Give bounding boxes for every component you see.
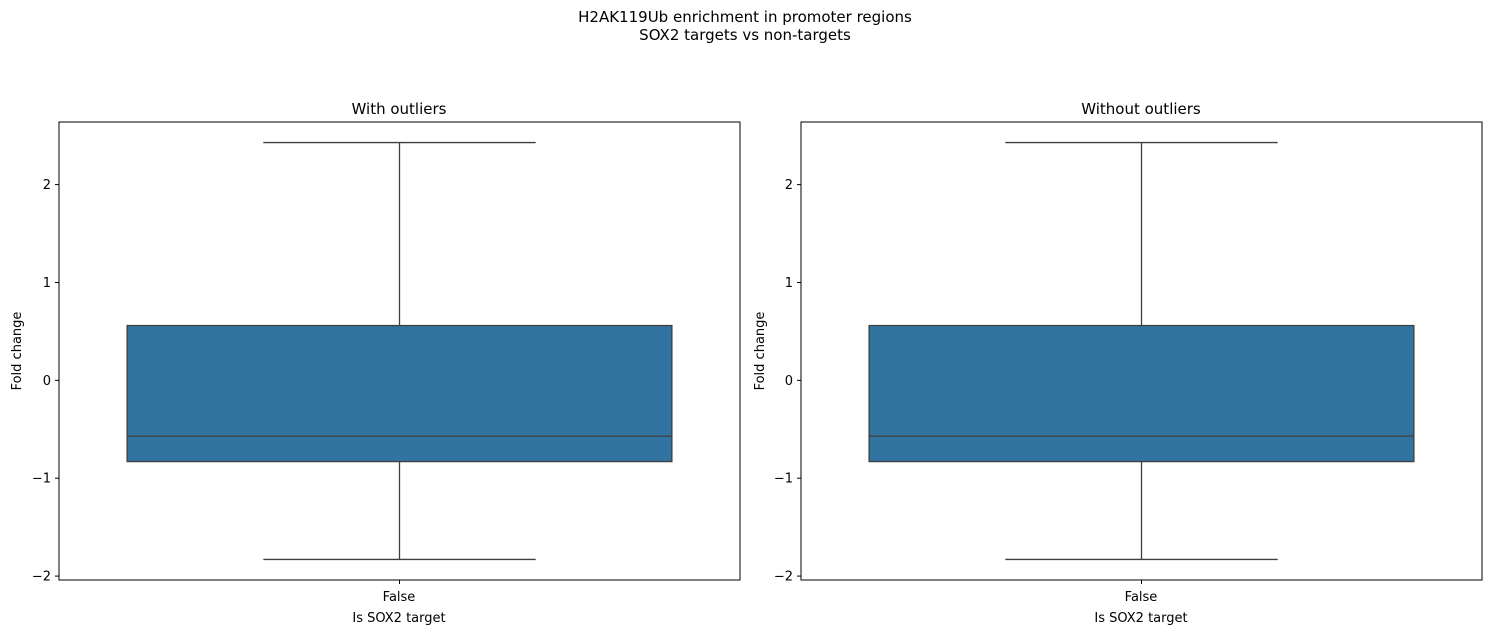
panel-without-outliers: Without outliers Is SOX2 target Fold cha… <box>753 100 1483 626</box>
y-tick-label: 1 <box>785 276 793 291</box>
iqr-box <box>868 324 1415 463</box>
y-axis-label: Fold change <box>753 312 768 391</box>
y-tick-label: 1 <box>43 276 51 291</box>
x-tick-label: False <box>383 590 416 605</box>
panel-title: With outliers <box>352 100 447 118</box>
x-axis-label: Is SOX2 target <box>352 611 445 626</box>
y-tick-label: −1 <box>32 472 51 487</box>
y-tick-label: −2 <box>32 570 51 585</box>
y-tick-label: 2 <box>785 178 793 193</box>
x-tick-label: False <box>1125 590 1158 605</box>
y-tick-label: −1 <box>774 472 793 487</box>
y-tick-label: −2 <box>774 570 793 585</box>
figure-title-line-1: H2AK119Ub enrichment in promoter regions <box>578 8 912 26</box>
y-tick-label: 0 <box>785 374 793 389</box>
panel-with-outliers: With outliers Is SOX2 target Fold change… <box>10 100 741 626</box>
x-axis-label: Is SOX2 target <box>1094 611 1187 626</box>
y-tick-label: 2 <box>43 178 51 193</box>
y-tick-label: 0 <box>43 374 51 389</box>
panel-title: Without outliers <box>1081 100 1201 118</box>
y-axis-label: Fold change <box>10 312 25 391</box>
iqr-box <box>126 324 673 463</box>
figure-title-line-2: SOX2 targets vs non-targets <box>639 26 851 44</box>
